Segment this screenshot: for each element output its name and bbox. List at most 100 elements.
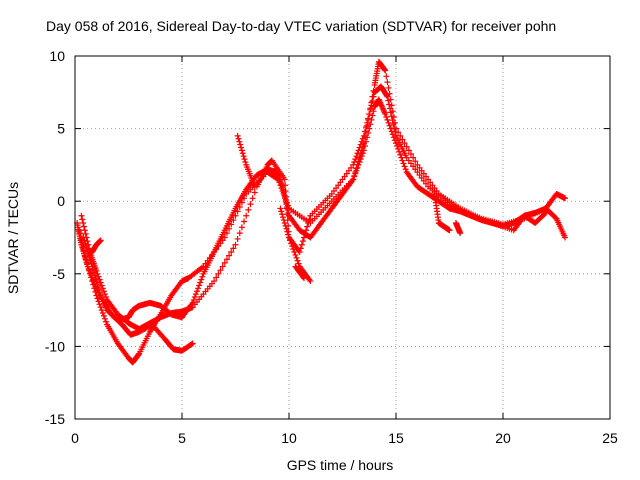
data-point — [398, 154, 405, 161]
data-point — [353, 153, 360, 160]
data-point — [80, 219, 87, 226]
data-point — [392, 128, 399, 135]
data-point — [234, 235, 241, 242]
data-point — [289, 243, 296, 250]
data-point — [190, 296, 197, 303]
data-point — [88, 274, 95, 281]
data-point — [98, 307, 105, 314]
data-point — [196, 282, 203, 289]
data-point — [402, 166, 409, 173]
data-point — [354, 150, 361, 157]
data-point — [363, 124, 370, 131]
data-point — [284, 211, 291, 218]
data-point — [240, 153, 247, 160]
data-point — [288, 240, 295, 247]
data-point — [90, 281, 97, 288]
data-point — [297, 245, 304, 252]
data-point — [367, 121, 374, 128]
data-point — [403, 143, 410, 150]
data-point — [351, 172, 358, 179]
data-point — [100, 288, 107, 295]
data-point — [382, 67, 389, 74]
data-point — [300, 275, 307, 282]
data-point — [350, 161, 357, 168]
data-point — [355, 158, 362, 165]
data-point — [385, 84, 392, 91]
data-point — [355, 147, 362, 154]
data-point — [191, 294, 198, 301]
data-point — [280, 214, 287, 221]
data-point — [352, 169, 359, 176]
grid-lines — [75, 56, 610, 419]
data-point — [88, 260, 95, 267]
data-point — [370, 93, 377, 100]
data-point — [390, 121, 397, 128]
data-point — [389, 117, 396, 124]
data-point — [87, 257, 94, 264]
data-point — [238, 147, 245, 154]
data-point — [399, 136, 406, 143]
data-point — [388, 113, 395, 120]
data-point — [384, 116, 391, 123]
data-point — [385, 97, 392, 104]
data-point — [195, 285, 202, 292]
data-point — [94, 295, 101, 302]
series-track-4 — [80, 234, 196, 354]
data-point — [397, 151, 404, 158]
data-point — [386, 101, 393, 108]
data-point — [91, 285, 98, 292]
data-point — [298, 241, 305, 248]
data-point — [360, 132, 367, 139]
data-point — [76, 227, 83, 234]
data-point — [101, 315, 108, 322]
data-point — [290, 246, 297, 253]
data-point — [305, 219, 312, 226]
data-point — [103, 318, 110, 325]
series-track-8 — [292, 263, 307, 282]
data-point — [300, 273, 307, 280]
data-point — [82, 240, 89, 247]
data-point — [97, 304, 104, 311]
x-tick-label: 10 — [281, 430, 297, 446]
data-point — [357, 151, 364, 158]
data-point — [230, 245, 237, 252]
data-point — [188, 341, 195, 348]
x-tick-label: 5 — [178, 430, 186, 446]
data-point — [385, 119, 392, 126]
data-point — [282, 182, 289, 189]
data-point — [80, 223, 87, 230]
data-point — [361, 128, 368, 135]
series-track-5 — [89, 237, 104, 256]
data-point — [286, 234, 292, 241]
data-point — [85, 251, 92, 258]
data-point — [241, 156, 248, 163]
data-point — [356, 154, 363, 161]
data-points — [74, 58, 569, 366]
data-point — [285, 231, 292, 238]
data-point — [245, 206, 252, 213]
data-point — [81, 237, 88, 244]
data-point — [98, 282, 105, 289]
data-point — [249, 195, 256, 202]
data-point — [97, 279, 104, 286]
data-point — [384, 79, 391, 86]
data-point — [100, 312, 107, 319]
data-point — [80, 247, 87, 254]
data-point — [542, 209, 549, 216]
series-track-10 — [452, 219, 464, 237]
data-point — [82, 256, 89, 263]
data-point — [383, 92, 390, 99]
data-point — [352, 156, 359, 163]
data-point — [283, 199, 290, 206]
data-point — [287, 237, 294, 244]
data-point — [382, 111, 389, 118]
data-point — [239, 150, 246, 157]
data-point — [276, 179, 283, 186]
data-point — [353, 165, 360, 172]
data-point — [101, 291, 108, 298]
data-point — [223, 230, 230, 237]
data-point — [228, 249, 235, 256]
data-point — [234, 132, 241, 139]
data-point — [296, 249, 303, 256]
data-point — [237, 141, 244, 148]
